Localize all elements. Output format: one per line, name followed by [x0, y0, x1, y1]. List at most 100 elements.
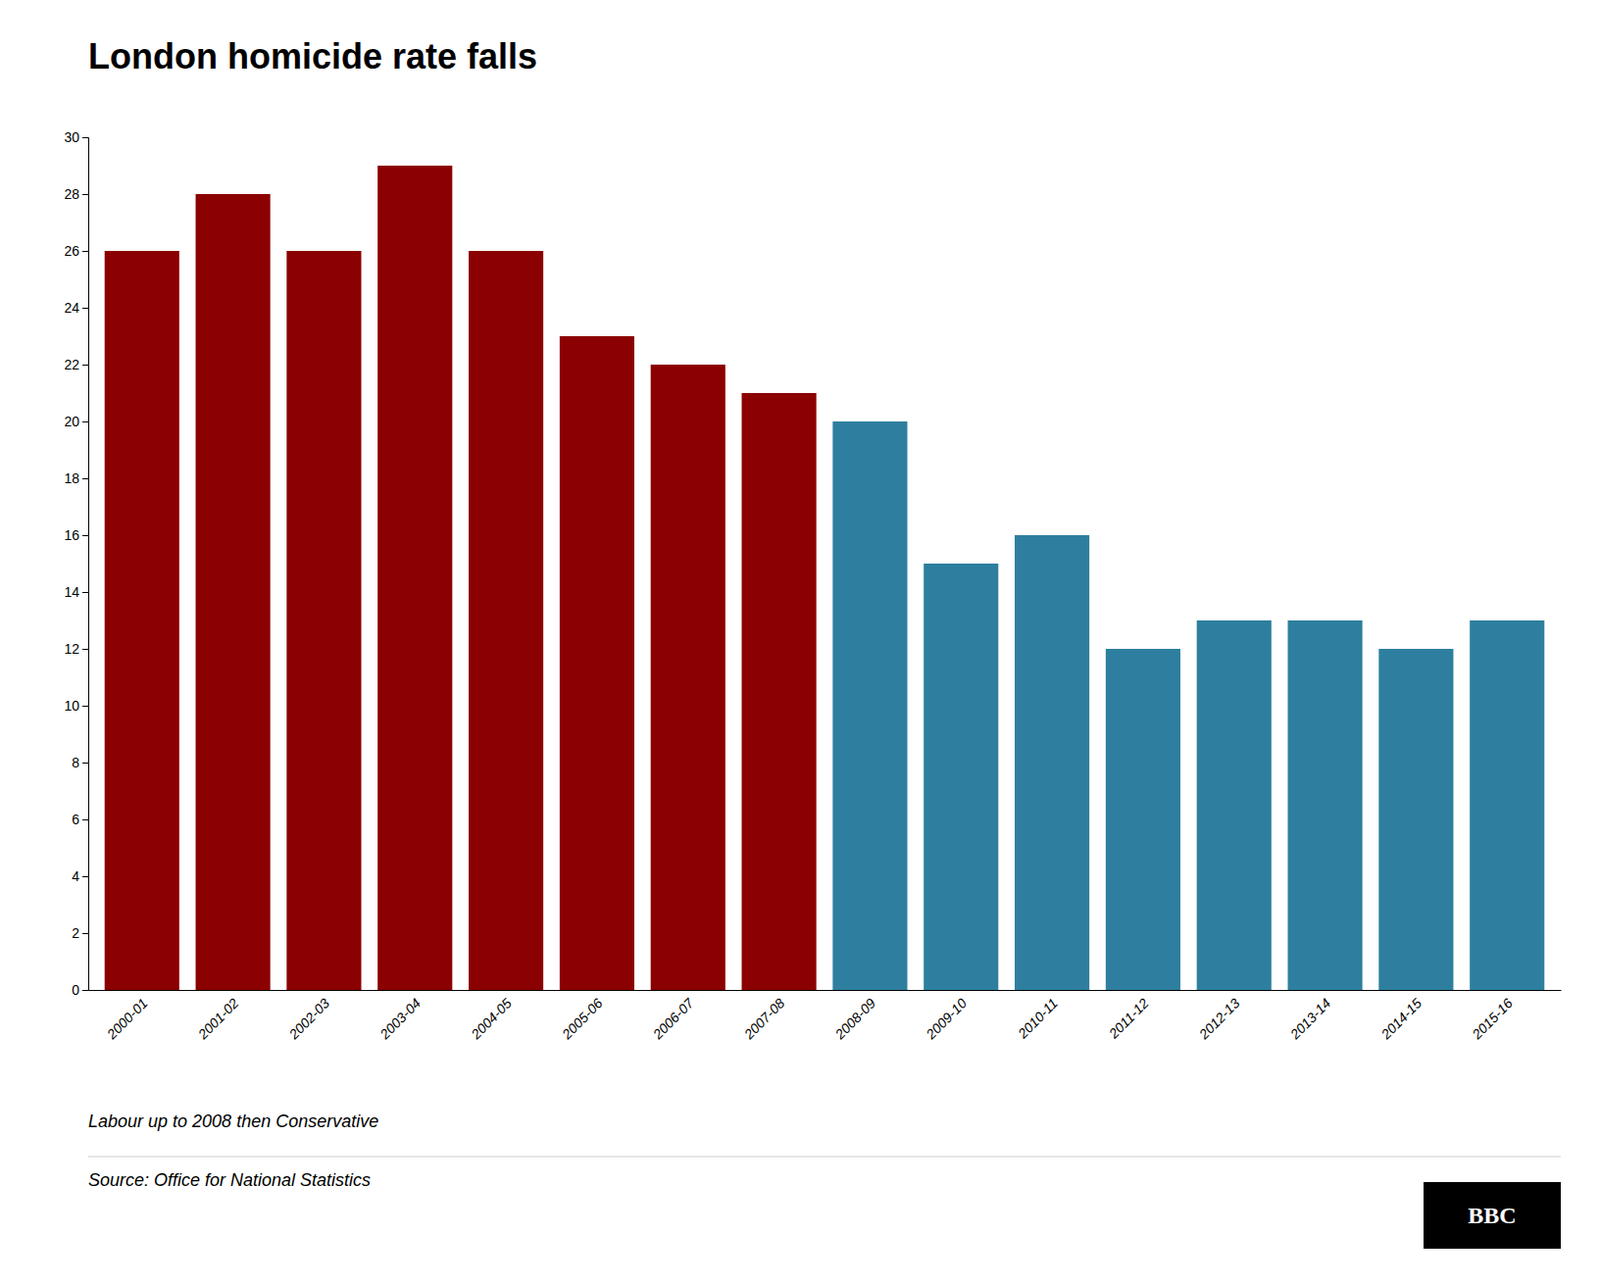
bar: [286, 250, 361, 991]
x-tick: 2007-08: [740, 990, 789, 1044]
bar: [1288, 620, 1363, 991]
x-tick: 2010-11: [1013, 990, 1061, 1043]
bar: [923, 563, 999, 991]
y-tick-mark: [82, 250, 89, 252]
y-axis-line: [82, 138, 90, 992]
bar: [1378, 649, 1453, 991]
x-tick-label: 2009-10: [922, 995, 971, 1044]
y-tick-label: 4: [71, 868, 80, 885]
y-tick: 20: [63, 413, 89, 430]
subtitle: Labour up to 2008 then Conservative: [88, 1111, 379, 1132]
y-tick: 30: [63, 129, 89, 146]
y-tick-mark: [82, 592, 89, 594]
y-tick: 18: [63, 470, 89, 487]
x-tick-label: 2002-03: [285, 995, 334, 1044]
x-tick: 2000-01: [102, 990, 150, 1044]
x-tick-label: 2001-02: [194, 995, 243, 1044]
y-tick-label: 18: [63, 470, 80, 487]
y-tick: 12: [63, 641, 89, 657]
x-tick-label: 2005-06: [557, 995, 606, 1044]
x-axis-line: [89, 990, 1562, 992]
y-tick-label: 2: [71, 925, 80, 942]
x-tick: 2001-02: [194, 990, 243, 1044]
y-tick-mark: [82, 421, 89, 423]
y-tick-label: 10: [63, 698, 80, 714]
x-tick: 2006-07: [649, 990, 698, 1044]
bar: [1469, 620, 1545, 991]
y-tick-mark: [82, 194, 89, 196]
bar: [1105, 649, 1181, 991]
x-tick-label: 2008-09: [831, 995, 880, 1044]
x-tick-label: 2011-12: [1104, 995, 1152, 1043]
y-tick-label: 24: [63, 300, 80, 316]
y-tick: 6: [71, 811, 89, 828]
y-tick-mark: [82, 478, 89, 480]
y-tick: 16: [63, 527, 89, 544]
x-tick: 2015-16: [1468, 990, 1517, 1044]
bar: [650, 364, 726, 991]
y-tick-mark: [82, 933, 89, 935]
y-tick-mark: [82, 762, 89, 764]
y-tick-label: 22: [63, 356, 80, 373]
y-tick: 26: [63, 243, 89, 259]
bars: [104, 165, 1546, 991]
bar: [196, 194, 271, 991]
y-tick-mark: [82, 535, 89, 537]
logo: BBC: [1423, 1182, 1561, 1250]
x-tick-label: 2004-05: [467, 995, 516, 1044]
y-tick-label: 0: [71, 982, 80, 999]
y-tick: 8: [71, 754, 89, 771]
x-tick: 2012-13: [1195, 990, 1244, 1044]
x-tick-label: 2006-07: [649, 995, 698, 1044]
x-axis: 2000-01 2001-02 2002-03 2003-04 2004-05 2005-…: [89, 990, 1562, 1044]
x-tick-label: 2000-01: [102, 995, 150, 1043]
x-tick: 2005-06: [557, 990, 606, 1044]
y-tick: 10: [63, 698, 89, 714]
x-tick-label: 2013-14: [1286, 995, 1335, 1044]
y-tick: 14: [63, 584, 89, 600]
y-tick-mark: [82, 990, 89, 992]
y-tick-label: 26: [63, 243, 80, 259]
logo-text: BBC: [1467, 1202, 1516, 1229]
y-tick: 28: [63, 186, 89, 202]
title: London homicide rate falls: [88, 36, 538, 77]
y-tick-label: 28: [63, 186, 80, 202]
bar: [104, 250, 180, 991]
x-tick-label: 2007-08: [740, 995, 789, 1044]
bar: [1197, 620, 1272, 991]
x-tick: 2014-15: [1377, 990, 1426, 1044]
x-tick-label: 2014-15: [1377, 995, 1426, 1044]
y-tick: 22: [63, 356, 89, 373]
y-tick: 0: [71, 982, 89, 999]
y-tick-mark: [82, 307, 89, 309]
y-axis: 024681012141618202224262830: [63, 129, 89, 999]
y-tick-label: 20: [63, 413, 80, 430]
y-tick-mark: [82, 649, 89, 650]
x-tick-label: 2012-13: [1195, 995, 1244, 1044]
bar: [742, 393, 817, 991]
bar: [1014, 535, 1090, 991]
y-tick: 24: [63, 300, 89, 316]
chart: 2000-01 2001-02 2002-03 2003-04 2004-05 2005-…: [0, 0, 1600, 1284]
y-tick-label: 6: [71, 811, 80, 828]
x-tick: 2011-12: [1104, 990, 1152, 1043]
x-tick-label: 2015-16: [1468, 995, 1517, 1044]
y-tick-mark: [82, 705, 89, 707]
source: Source: Office for National Statistics: [88, 1170, 371, 1191]
y-tick-label: 16: [63, 527, 80, 544]
x-tick: 2002-03: [285, 990, 334, 1044]
divider: [88, 1156, 1561, 1158]
bar: [832, 421, 907, 991]
x-tick-label: 2003-04: [376, 995, 425, 1044]
x-tick: 2003-04: [376, 990, 425, 1044]
x-tick: 2004-05: [467, 990, 516, 1044]
bar: [559, 336, 635, 991]
logo-box: [1423, 1182, 1561, 1250]
x-tick: 2008-09: [831, 990, 880, 1044]
x-tick: 2009-10: [922, 990, 971, 1044]
y-tick-label: 30: [63, 129, 80, 146]
y-tick-mark: [82, 364, 89, 366]
y-tick-label: 8: [71, 754, 80, 771]
y-tick: 2: [71, 925, 89, 942]
y-tick-mark: [82, 876, 89, 878]
